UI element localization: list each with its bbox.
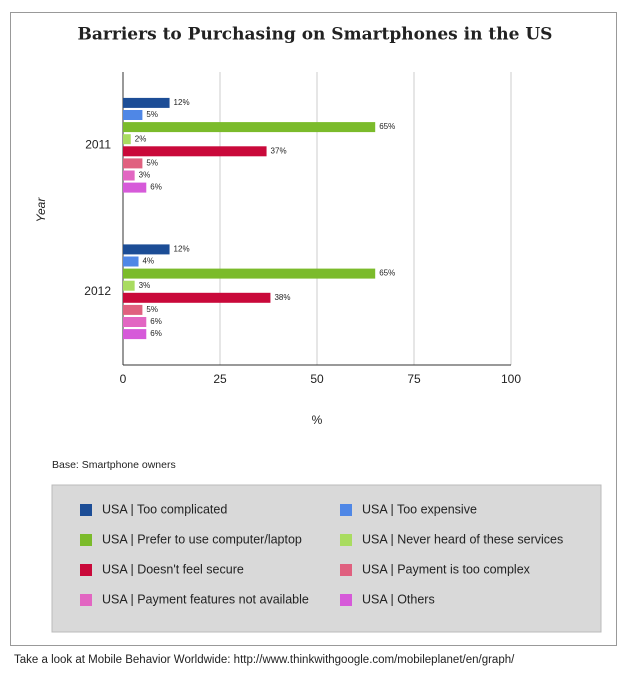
chart-title: Barriers to Purchasing on Smartphones in… (78, 25, 553, 45)
legend-label: USA | Prefer to use computer/laptop (102, 532, 302, 546)
value-label: 12% (174, 98, 190, 107)
value-label: 65% (379, 269, 395, 278)
legend-swatch (340, 564, 352, 576)
legend-swatch (80, 594, 92, 606)
legend-swatch (340, 594, 352, 606)
value-label: 38% (274, 293, 290, 302)
value-label: 4% (143, 257, 155, 266)
legend-label: USA | Doesn't feel secure (102, 562, 244, 576)
value-label: 3% (139, 281, 151, 290)
bar (123, 256, 139, 267)
bar (123, 110, 143, 120)
bar (123, 280, 135, 291)
bar (123, 329, 147, 340)
legend-label: USA | Payment features not available (102, 592, 309, 606)
value-label: 65% (379, 122, 395, 131)
value-label: 37% (271, 146, 287, 155)
legend-swatch (80, 504, 92, 516)
bar (123, 158, 143, 169)
x-tick-label: 0 (120, 372, 127, 386)
x-tick-label: 100 (501, 372, 521, 386)
legend-swatch (80, 534, 92, 546)
bar (123, 122, 376, 133)
value-label: 12% (174, 245, 190, 254)
legend-label: USA | Payment is too complex (362, 562, 531, 576)
bar (123, 170, 135, 181)
x-tick-label: 75 (407, 372, 421, 386)
bar (123, 134, 131, 145)
y-tick-label: 2012 (84, 284, 111, 298)
legend-swatch (340, 534, 352, 546)
value-label: 3% (139, 171, 151, 180)
source: Take a look at Mobile Behavior Worldwide… (14, 654, 515, 666)
value-label: 5% (146, 305, 158, 314)
bar (123, 268, 376, 279)
bar (123, 146, 267, 157)
x-axis-label: % (312, 413, 323, 427)
value-label: 5% (146, 159, 158, 168)
legend-swatch (340, 504, 352, 516)
legend-label: USA | Never heard of these services (362, 532, 563, 546)
bar (123, 304, 143, 315)
bar (123, 97, 170, 108)
bar (123, 317, 147, 327)
y-tick-label: 2011 (85, 137, 111, 151)
value-label: 6% (150, 317, 162, 326)
x-tick-label: 25 (213, 372, 227, 386)
legend-label: USA | Too complicated (102, 502, 227, 516)
y-axis-label: Year (34, 197, 48, 223)
value-label: 6% (150, 329, 162, 338)
value-label: 2% (135, 134, 147, 143)
value-label: 5% (146, 110, 158, 119)
x-tick-label: 50 (310, 372, 324, 386)
note: Base: Smartphone owners (52, 459, 176, 471)
legend-label: USA | Too expensive (362, 502, 477, 516)
legend-swatch (80, 564, 92, 576)
value-label: 6% (150, 183, 162, 192)
bar (123, 244, 170, 255)
bar (123, 292, 271, 303)
legend-box (51, 484, 602, 633)
legend-label: USA | Others (362, 592, 435, 606)
bar (123, 182, 147, 193)
